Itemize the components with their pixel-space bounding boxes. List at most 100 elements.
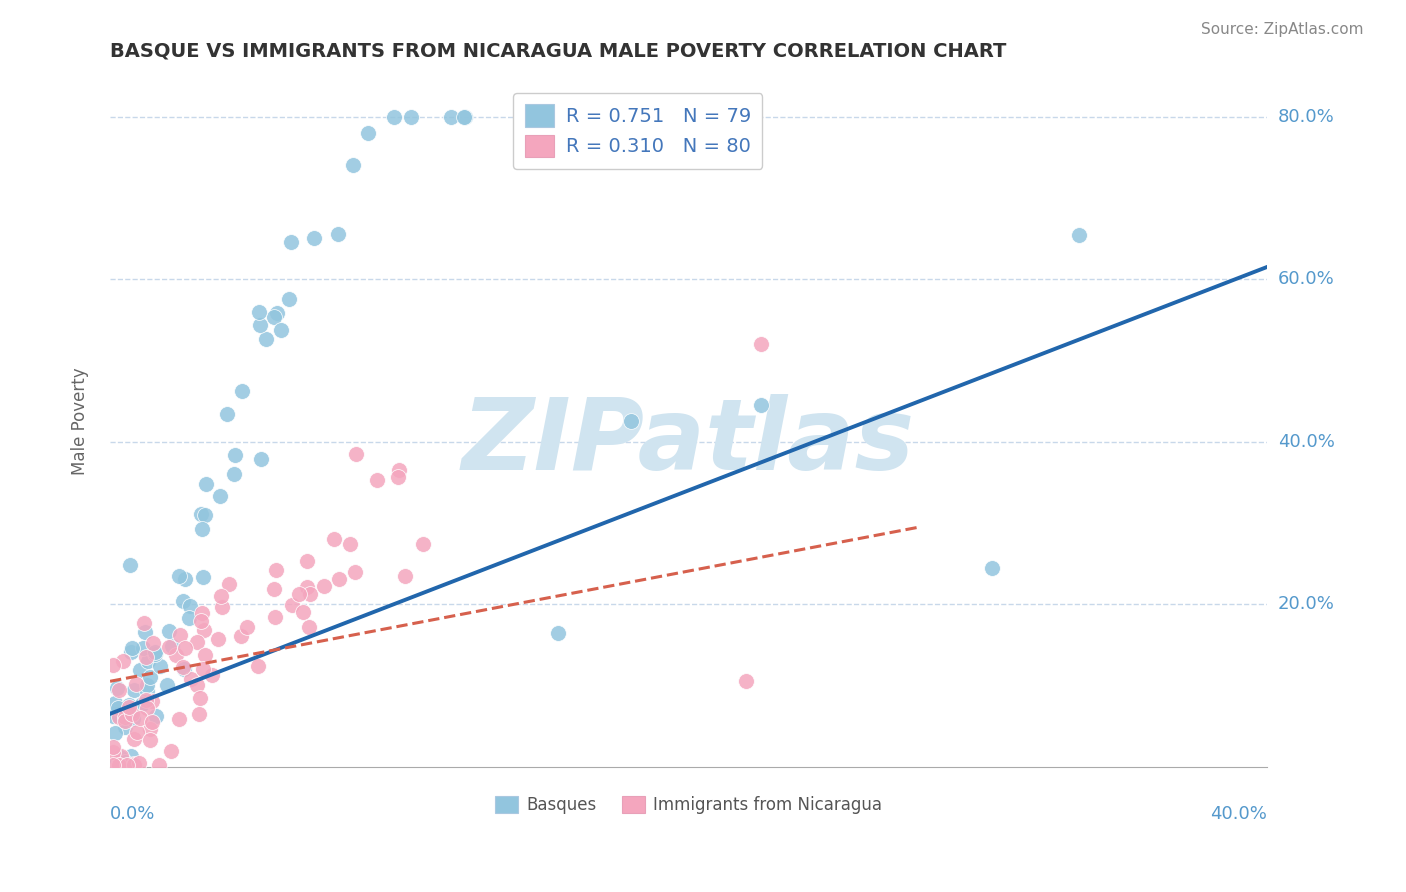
Point [224,467,246,482]
Point [122,732,145,747]
Point [323,532,346,546]
Point [735,674,758,689]
Point [139,733,162,747]
Point [215,408,238,422]
Point [236,620,259,634]
Point [107,701,129,715]
Point [297,553,319,567]
Point [172,660,194,674]
Text: 80.0%: 80.0% [1278,108,1334,126]
Point [288,587,311,601]
Text: 60.0%: 60.0% [1278,270,1334,288]
Point [124,758,146,772]
Point [266,306,288,320]
Point [129,663,152,677]
Legend: R = 0.751   N = 79, R = 0.310   N = 80: R = 0.751 N = 79, R = 0.310 N = 80 [513,93,762,169]
Point [453,110,475,124]
Point [107,758,129,772]
Point [302,231,325,245]
Point [179,610,201,624]
Point [141,714,163,729]
Point [111,654,134,668]
Point [172,593,194,607]
Point [231,629,253,643]
Y-axis label: Male Poverty: Male Poverty [72,368,89,475]
Point [186,678,208,692]
Point [224,448,246,462]
Point [193,648,215,663]
Point [173,640,195,655]
Point [207,632,229,646]
Point [190,607,212,621]
Text: Source: ZipAtlas.com: Source: ZipAtlas.com [1201,22,1364,37]
Point [156,678,179,692]
Point [440,110,463,124]
Point [101,657,124,672]
Text: BASQUE VS IMMIGRANTS FROM NICARAGUA MALE POVERTY CORRELATION CHART: BASQUE VS IMMIGRANTS FROM NICARAGUA MALE… [110,42,1007,61]
Point [143,645,166,659]
Point [118,700,141,714]
Point [135,649,157,664]
Point [194,476,217,491]
Point [173,662,195,676]
Point [101,708,124,723]
Point [101,740,124,755]
Point [122,757,145,772]
Point [110,749,132,764]
Point [281,599,304,613]
Point [139,670,162,684]
Point [121,712,143,726]
Point [169,627,191,641]
Point [159,744,181,758]
Point [191,662,214,676]
Point [134,624,156,639]
Point [211,600,233,615]
Text: 40.0%: 40.0% [1211,805,1267,823]
Point [112,758,135,772]
Point [101,758,124,772]
Point [129,711,152,725]
Point [135,684,157,698]
Point [174,572,197,586]
Point [190,614,212,628]
Point [165,648,187,663]
Point [246,659,269,673]
Text: 0.0%: 0.0% [110,805,156,823]
Point [167,712,190,726]
Point [114,710,136,724]
Point [619,414,641,428]
Point [254,332,277,346]
Point [412,537,434,551]
Point [148,758,170,772]
Point [209,589,232,603]
Point [749,337,772,351]
Point [218,576,240,591]
Point [135,693,157,707]
Point [128,756,150,770]
Point [186,634,208,648]
Point [193,623,215,637]
Point [191,522,214,536]
Point [134,695,156,709]
Point [981,560,1004,574]
Point [114,756,136,770]
Point [180,672,202,686]
Point [157,624,180,638]
Point [121,640,143,655]
Point [208,489,231,503]
Point [250,452,273,467]
Point [136,654,159,668]
Point [388,463,411,477]
Point [1067,227,1090,242]
Point [537,110,560,124]
Point [120,558,142,572]
Point [188,707,211,722]
Point [125,677,148,691]
Point [231,384,253,398]
Point [160,639,183,653]
Point [249,318,271,332]
Point [299,587,322,601]
Point [382,110,405,124]
Point [131,698,153,712]
Point [142,636,165,650]
